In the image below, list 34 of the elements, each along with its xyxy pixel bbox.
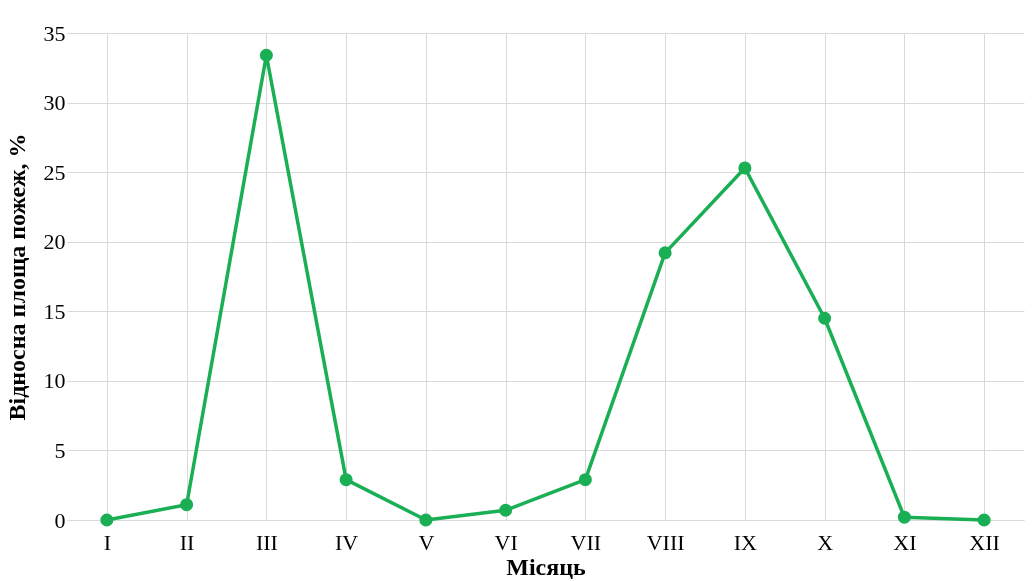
x-tick-label: XII <box>969 529 1000 555</box>
x-tick-label: II <box>179 529 195 555</box>
x-tick-label: VII <box>570 529 602 555</box>
point <box>259 48 273 62</box>
y-tick-label: 35 <box>43 20 66 46</box>
y-tick-label: 10 <box>43 368 66 394</box>
x-tick-label: XI <box>893 529 917 555</box>
y-tick-label: 30 <box>43 90 66 116</box>
point <box>818 311 832 325</box>
x-tick-label: IX <box>733 529 758 555</box>
x-tick-label: I <box>103 529 112 555</box>
y-tick-label: 5 <box>54 437 66 463</box>
point <box>977 513 991 527</box>
point <box>499 503 513 517</box>
x-axis-title: Місяць <box>506 553 587 580</box>
x-tick-label: IV <box>335 529 359 555</box>
x-tick-label: V <box>418 529 435 555</box>
point <box>897 510 911 524</box>
x-tick-label: VIII <box>646 529 685 555</box>
point <box>339 473 353 487</box>
point <box>738 161 752 175</box>
point <box>100 513 114 527</box>
y-tick-label: 25 <box>43 159 66 185</box>
y-tick-label: 0 <box>54 507 66 533</box>
point <box>578 473 592 487</box>
x-tick-label: VI <box>494 529 518 555</box>
x-tick-label: III <box>255 529 278 555</box>
point <box>658 246 672 260</box>
y-axis-title: Відносна площа пожеж, % <box>3 133 30 421</box>
x-tick-label: X <box>817 529 834 555</box>
point <box>419 513 433 527</box>
y-tick-label: 15 <box>43 298 66 324</box>
point <box>180 498 194 512</box>
y-tick-label: 20 <box>43 229 66 255</box>
